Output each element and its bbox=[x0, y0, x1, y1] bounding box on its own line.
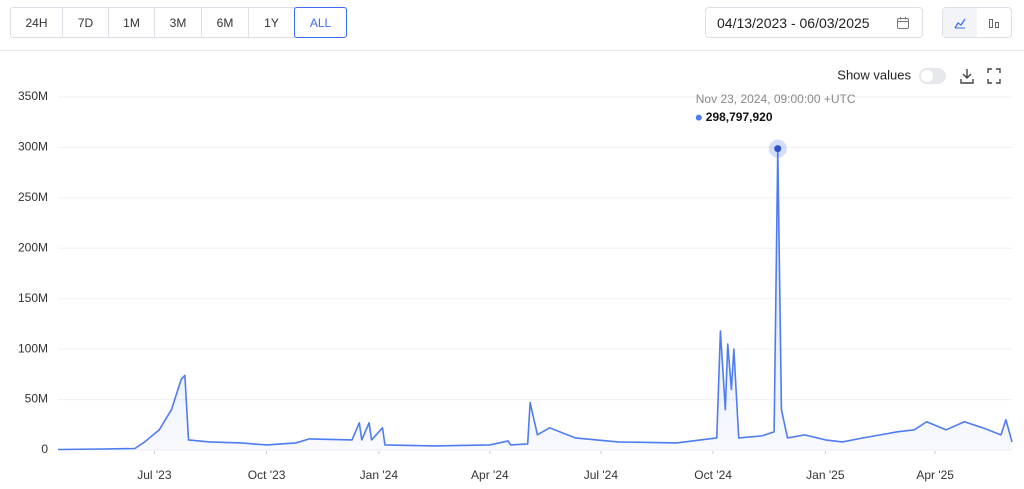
y-tick-label: 300M bbox=[18, 140, 48, 154]
x-tick-label: Jul '24 bbox=[584, 468, 619, 482]
highlight-point bbox=[774, 145, 782, 153]
y-tick-label: 100M bbox=[18, 341, 48, 355]
range-button[interactable]: 1M bbox=[109, 8, 155, 37]
tooltip-date: Nov 23, 2024, 09:00:00 +UTC bbox=[696, 92, 856, 106]
line bbox=[57, 147, 1013, 451]
x-tick-label: Oct '24 bbox=[694, 468, 732, 482]
date-range-picker[interactable]: 04/13/2023 - 06/03/2025 bbox=[705, 7, 923, 38]
y-tick-label: 150M bbox=[18, 291, 48, 305]
x-tick-label: Jul '23 bbox=[137, 468, 172, 482]
tooltip-dot bbox=[695, 114, 702, 121]
line-view-button[interactable] bbox=[943, 8, 977, 37]
range-selector: 24H 7D 1M 3M 6M 1Y ALL bbox=[10, 7, 347, 38]
y-tick-label: 0 bbox=[41, 442, 48, 456]
area bbox=[58, 148, 1012, 450]
calendar-icon bbox=[897, 17, 909, 29]
range-button[interactable]: 24H bbox=[11, 8, 63, 37]
y-tick-label: 200M bbox=[18, 240, 48, 254]
x-tick-label: Jan '24 bbox=[360, 468, 399, 482]
range-button[interactable]: 3M bbox=[155, 8, 202, 37]
range-button[interactable]: 7D bbox=[63, 8, 109, 37]
candle-view-button[interactable] bbox=[977, 8, 1011, 37]
y-tick-label: 50M bbox=[25, 392, 48, 406]
range-button[interactable]: 1Y bbox=[249, 8, 295, 37]
show-values-label: Show values bbox=[837, 67, 911, 82]
tooltip: Nov 23, 2024, 09:00:00 +UTC 298,797,920 bbox=[695, 92, 856, 124]
tooltip-value: 298,797,920 bbox=[706, 110, 773, 124]
toolbar: 24H 7D 1M 3M 6M 1Y ALL 04/13/2023 - 06/03/2025 bbox=[0, 0, 1024, 51]
y-tick-label: 350M bbox=[18, 89, 48, 103]
chart: Show values 0 50M 100M 150M 200M 250M 300M 350M… bbox=[18, 67, 1013, 482]
fullscreen-button[interactable] bbox=[987, 68, 1001, 84]
date-range-text: 04/13/2023 - 06/03/2025 bbox=[717, 14, 870, 31]
line-icon bbox=[954, 18, 966, 28]
download-button[interactable] bbox=[960, 69, 974, 84]
y-tick-label: 250M bbox=[18, 190, 48, 204]
range-button[interactable]: 6M bbox=[202, 8, 249, 37]
x-tick-label: Apr '24 bbox=[471, 468, 509, 482]
show-values-toggle[interactable] bbox=[919, 68, 946, 84]
x-tick-label: Jan '25 bbox=[806, 468, 845, 482]
range-button[interactable]: ALL bbox=[294, 7, 347, 38]
x-tick-label: Oct '23 bbox=[248, 468, 286, 482]
candle-icon bbox=[989, 18, 999, 28]
x-tick-label: Apr '25 bbox=[916, 468, 954, 482]
view-switch bbox=[942, 7, 1012, 38]
